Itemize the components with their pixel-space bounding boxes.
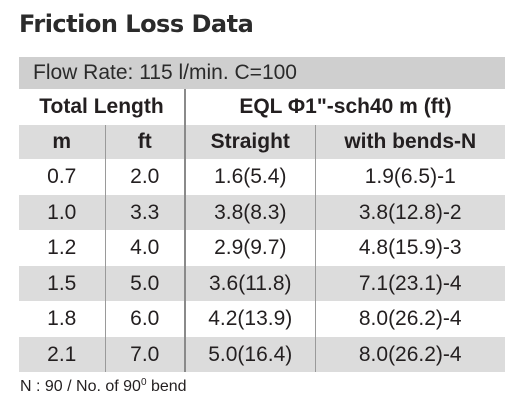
footnote-prefix: N : 90 / No. of 90 xyxy=(20,378,141,395)
cell-with-bends: 1.9(6.5)-1 xyxy=(315,159,505,195)
cell-ft: 5.0 xyxy=(105,265,186,301)
cell-ft: 4.0 xyxy=(105,230,186,266)
cell-m: 1.8 xyxy=(19,301,106,337)
flow-rate-row: Flow Rate: 115 l/min. C=100 xyxy=(19,57,505,89)
degree-superscript: 0 xyxy=(140,377,147,388)
cell-ft: 6.0 xyxy=(105,301,186,337)
m-header: m xyxy=(19,125,106,159)
cell-straight: 3.8(8.3) xyxy=(185,194,316,230)
eql-header: EQL Φ1"-sch40 m (ft) xyxy=(185,89,505,125)
cell-m: 1.2 xyxy=(19,230,106,266)
page-title: Friction Loss Data xyxy=(19,10,254,38)
table-row: 2.1 7.0 5.0(16.4) 8.0(26.2)-4 xyxy=(19,336,505,372)
flow-rate-label: Flow Rate: 115 l/min. C=100 xyxy=(19,57,505,89)
cell-with-bends: 3.8(12.8)-2 xyxy=(315,194,505,230)
table-row: 1.0 3.3 3.8(8.3) 3.8(12.8)-2 xyxy=(19,194,505,230)
cell-with-bends: 4.8(15.9)-3 xyxy=(315,230,505,266)
table-row: 1.2 4.0 2.9(9.7) 4.8(15.9)-3 xyxy=(19,230,505,266)
cell-straight: 4.2(13.9) xyxy=(185,301,316,337)
cell-straight: 5.0(16.4) xyxy=(185,336,316,372)
table-body: 0.7 2.0 1.6(5.4) 1.9(6.5)-1 1.0 3.3 3.8(… xyxy=(19,159,505,372)
cell-straight: 1.6(5.4) xyxy=(185,159,316,195)
cell-with-bends: 7.1(23.1)-4 xyxy=(315,265,505,301)
cell-straight: 2.9(9.7) xyxy=(185,230,316,266)
cell-with-bends: 8.0(26.2)-4 xyxy=(315,301,505,337)
friction-loss-table: Flow Rate: 115 l/min. C=100 Total Length… xyxy=(19,57,505,372)
footnote: N : 90 / No. of 900 bend xyxy=(20,377,187,396)
cell-straight: 3.6(11.8) xyxy=(185,265,316,301)
cell-m: 1.5 xyxy=(19,265,106,301)
table-row: 1.5 5.0 3.6(11.8) 7.1(23.1)-4 xyxy=(19,265,505,301)
total-length-header: Total Length xyxy=(19,89,186,125)
cell-ft: 2.0 xyxy=(105,159,186,195)
group-header-row: Total Length EQL Φ1"-sch40 m (ft) xyxy=(19,89,505,125)
cell-ft: 3.3 xyxy=(105,194,186,230)
friction-loss-table-container: Flow Rate: 115 l/min. C=100 Total Length… xyxy=(19,57,505,372)
cell-ft: 7.0 xyxy=(105,336,186,372)
cell-with-bends: 8.0(26.2)-4 xyxy=(315,336,505,372)
footnote-suffix: bend xyxy=(146,378,187,395)
cell-m: 1.0 xyxy=(19,194,106,230)
straight-header: Straight xyxy=(185,125,316,159)
with-bends-header: with bends-N xyxy=(315,125,505,159)
table-row: 1.8 6.0 4.2(13.9) 8.0(26.2)-4 xyxy=(19,301,505,337)
cell-m: 2.1 xyxy=(19,336,106,372)
ft-header: ft xyxy=(105,125,186,159)
unit-header-row: m ft Straight with bends-N xyxy=(19,125,505,159)
cell-m: 0.7 xyxy=(19,159,106,195)
table-row: 0.7 2.0 1.6(5.4) 1.9(6.5)-1 xyxy=(19,159,505,195)
